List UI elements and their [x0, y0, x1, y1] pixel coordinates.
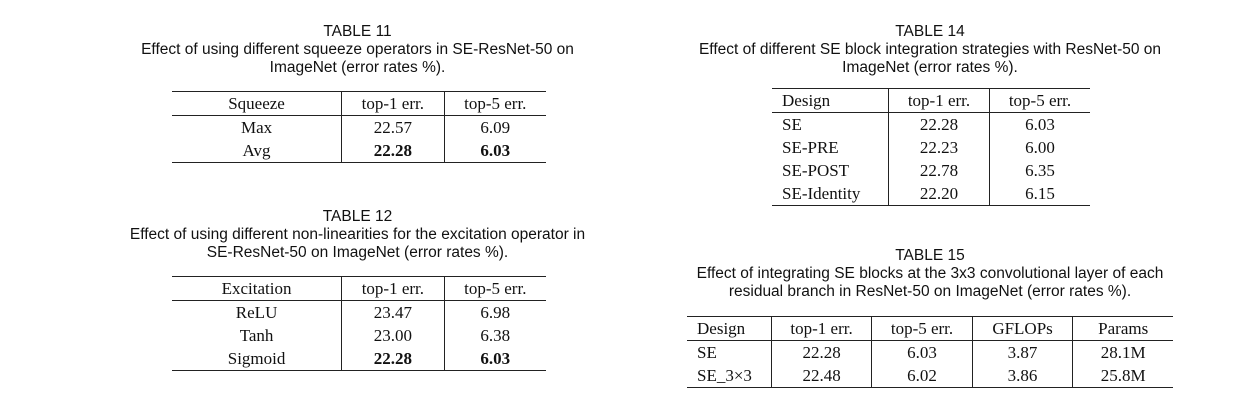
table15-caption: TABLE 15 Effect of integrating SE blocks… — [660, 247, 1200, 301]
table12-title: TABLE 12 — [322, 208, 393, 225]
table11-title: TABLE 11 — [323, 23, 392, 40]
table-row: Avg 22.28 6.03 — [172, 139, 546, 163]
table-header-row: Design top-1 err. top-5 err. — [772, 88, 1090, 113]
table-cell: 22.57 — [341, 115, 445, 139]
table-header-row: Excitation top-1 err. top-5 err. — [172, 276, 546, 301]
table-cell: SE-POST — [772, 159, 889, 182]
table11-caption: TABLE 11 Effect of using different squee… — [100, 23, 615, 77]
column-header: top-1 err. — [341, 91, 445, 116]
table-row: SE-PRE 22.23 6.00 — [772, 136, 1090, 159]
table-cell: Tanh — [172, 324, 343, 347]
table14: Design top-1 err. top-5 err. SE 22.28 6.… — [772, 88, 1090, 206]
table14-title: TABLE 14 — [895, 23, 965, 40]
table-row: SE 22.28 6.03 — [772, 112, 1090, 136]
table-cell: ReLU — [172, 300, 343, 324]
column-header: GFLOPs — [972, 316, 1074, 341]
table-cell: 22.28 — [888, 112, 990, 136]
column-header: top-5 err. — [989, 88, 1090, 113]
table-cell: 6.03 — [1025, 115, 1055, 134]
table-cell: SE_3×3 — [687, 364, 772, 388]
table-cell: 6.09 — [480, 118, 511, 137]
column-header: Excitation — [172, 276, 343, 301]
table-cell: 22.48 — [771, 364, 873, 388]
column-header: top-5 err. — [444, 91, 546, 116]
column-header: top-5 err. — [871, 316, 973, 341]
table-cell: 6.03 — [480, 349, 511, 368]
column-header: top-1 err. — [341, 276, 445, 301]
table-cell: 22.78 — [888, 159, 990, 182]
column-header: Squeeze — [172, 91, 343, 116]
column-header: top-1 err. — [771, 316, 873, 341]
table-cell: 6.38 — [480, 326, 511, 345]
table14-caption-line2: ImageNet (error rates %). — [842, 59, 1018, 76]
table-cell: 6.15 — [1025, 184, 1055, 203]
table-cell: 6.98 — [480, 303, 511, 322]
table15-caption-line1: Effect of integrating SE blocks at the 3… — [696, 265, 1164, 282]
table12-caption: TABLE 12 Effect of using different non-l… — [95, 208, 620, 262]
table11-caption-line1: Effect of using different squeeze operat… — [141, 41, 574, 58]
table-cell: 22.20 — [888, 182, 990, 206]
table12: Excitation top-1 err. top-5 err. ReLU 23… — [172, 276, 546, 371]
table-cell: 22.28 — [771, 340, 873, 364]
table-cell: 22.23 — [888, 136, 990, 159]
table-cell: 23.47 — [341, 300, 445, 324]
table-cell: 6.03 — [871, 340, 973, 364]
column-header: top-1 err. — [888, 88, 990, 113]
table-cell: 3.87 — [972, 340, 1074, 364]
table-cell: Max — [172, 115, 343, 139]
table-cell: Avg — [172, 139, 343, 163]
column-header: Design — [687, 316, 772, 341]
table-row: SE-Identity 22.20 6.15 — [772, 182, 1090, 206]
table-row: SE-POST 22.78 6.35 — [772, 159, 1090, 182]
table-cell: 6.00 — [1025, 138, 1055, 157]
table-header-row: Design top-1 err. top-5 err. GFLOPs Para… — [687, 316, 1173, 341]
table-cell: 6.02 — [871, 364, 973, 388]
table-row: Tanh 23.00 6.38 — [172, 324, 546, 347]
table-row: SE 22.28 6.03 3.87 28.1M — [687, 340, 1173, 364]
table-cell: SE — [687, 340, 772, 364]
table-row: ReLU 23.47 6.98 — [172, 300, 546, 324]
table14-caption: TABLE 14 Effect of different SE block in… — [665, 23, 1195, 77]
table-cell: 22.28 — [341, 139, 445, 163]
table-cell: 28.1M — [1100, 343, 1146, 362]
table-row: SE_3×3 22.48 6.02 3.86 25.8M — [687, 364, 1173, 388]
table-cell: 25.8M — [1100, 366, 1146, 385]
column-header: Params — [1072, 316, 1173, 341]
table-row: Max 22.57 6.09 — [172, 115, 546, 139]
table-cell: 22.28 — [341, 347, 445, 371]
table-cell: SE — [772, 112, 889, 136]
table11: Squeeze top-1 err. top-5 err. Max 22.57 … — [172, 91, 546, 163]
column-header: Design — [772, 88, 889, 113]
table-cell: 23.00 — [341, 324, 445, 347]
table-cell: 3.86 — [972, 364, 1074, 388]
table-row: Sigmoid 22.28 6.03 — [172, 347, 546, 371]
table12-caption-line2: SE-ResNet-50 on ImageNet (error rates %)… — [206, 244, 509, 261]
table-header-row: Squeeze top-1 err. top-5 err. — [172, 91, 546, 116]
table11-caption-line2: ImageNet (error rates %). — [269, 59, 446, 76]
table15-title: TABLE 15 — [895, 247, 965, 264]
table-cell: SE-Identity — [772, 182, 889, 206]
column-header: top-5 err. — [444, 276, 546, 301]
table-cell: 6.03 — [480, 141, 511, 160]
table-cell: Sigmoid — [172, 347, 343, 371]
table12-caption-line1: Effect of using different non-linearitie… — [129, 226, 586, 243]
table15: Design top-1 err. top-5 err. GFLOPs Para… — [687, 316, 1173, 388]
table15-caption-line2: residual branch in ResNet-50 on ImageNet… — [728, 283, 1132, 300]
table14-caption-line1: Effect of different SE block integration… — [698, 41, 1162, 58]
table-cell: 6.35 — [1025, 161, 1055, 180]
table-cell: SE-PRE — [772, 136, 889, 159]
